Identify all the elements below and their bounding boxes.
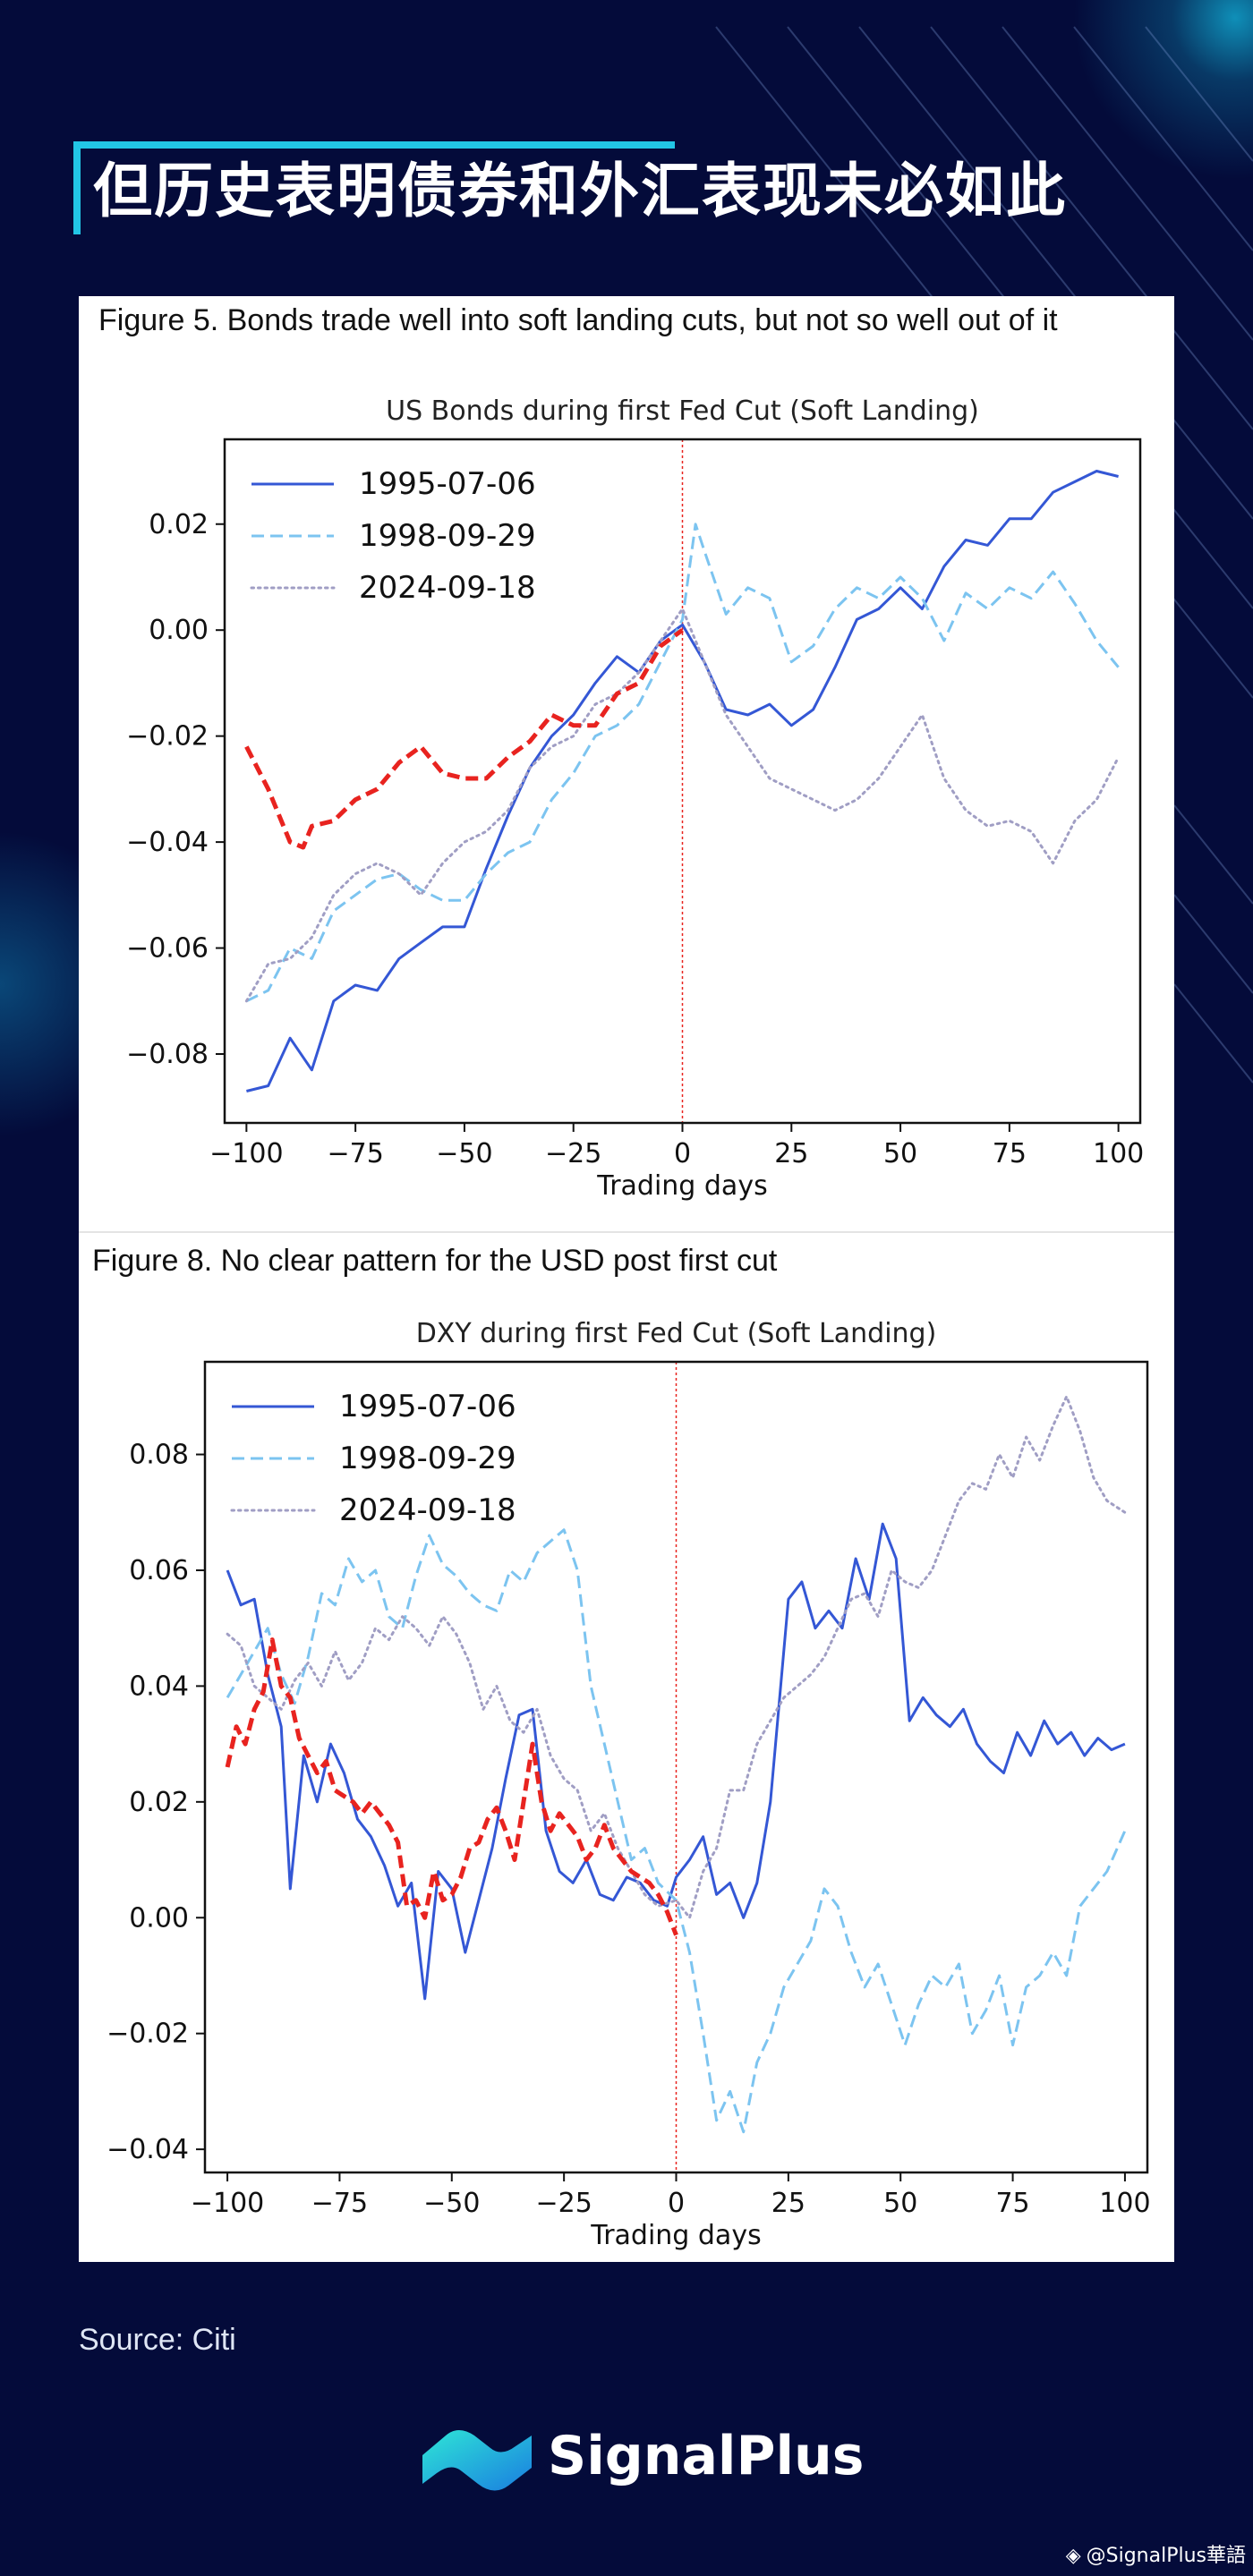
y-tick-label: 0.02 [149, 509, 209, 540]
legend-label-0: 1995-07-06 [359, 466, 536, 502]
legend-label-0: 1995-07-06 [339, 1389, 516, 1424]
panel-divider [79, 1231, 1174, 1233]
signalplus-logo-icon [422, 2430, 532, 2491]
brand-name: SignalPlus [548, 2425, 865, 2487]
x-tick-label: −75 [327, 1138, 383, 1169]
y-tick-label: −0.02 [107, 2019, 189, 2050]
legend-label-2: 2024-09-18 [359, 570, 536, 606]
x-tick-label: 100 [1099, 2188, 1150, 2219]
y-tick-label: −0.04 [107, 2134, 189, 2165]
title-accent-bar [73, 141, 675, 149]
y-tick-label: 0.00 [149, 615, 209, 646]
figure-5-caption: Figure 5. Bonds trade well into soft lan… [98, 303, 1058, 337]
y-tick-label: −0.02 [126, 721, 209, 752]
x-tick-label: 0 [668, 2188, 685, 2219]
y-tick-label: −0.04 [126, 827, 209, 858]
watermark: ◈ @SignalPlus華語 [1066, 2539, 1246, 2568]
figure-5-panel: Figure 5. Bonds trade well into soft lan… [79, 296, 1174, 1231]
series-line-2 [244, 608, 1121, 1003]
page-title: 但历史表明债券和外汇表现未必如此 [93, 157, 1067, 225]
series-line-1 [245, 523, 1120, 1003]
brand-block: SignalPlus [419, 2416, 864, 2496]
bonds-chart: US Bonds during first Fed Cut (Soft Land… [126, 395, 1144, 1202]
series-line-0 [226, 1522, 1126, 2001]
y-tick-label: −0.08 [126, 1039, 209, 1070]
chart-title: DXY during first Fed Cut (Soft Landing) [416, 1318, 937, 1349]
series-line-1 [226, 1528, 1127, 2134]
x-tick-label: 25 [774, 1138, 808, 1169]
title-accent-left [73, 141, 81, 234]
chart-title: US Bonds during first Fed Cut (Soft Land… [386, 395, 979, 427]
y-tick-label: 0.08 [129, 1440, 189, 1471]
x-tick-label: 0 [674, 1138, 691, 1169]
y-tick-label: 0.02 [129, 1787, 189, 1818]
series-line-2 [226, 1395, 1127, 1919]
figure-8-panel: Figure 8. No clear pattern for the USD p… [79, 1233, 1174, 2262]
y-tick-label: 0.06 [129, 1555, 189, 1586]
series-line-3 [244, 628, 684, 850]
x-tick-label: 75 [993, 1138, 1027, 1169]
y-tick-label: 0.00 [129, 1902, 189, 1934]
x-tick-label: −100 [191, 2188, 264, 2219]
x-tick-label: 100 [1093, 1138, 1144, 1169]
x-axis-label: Trading days [596, 1170, 767, 1202]
y-tick-label: 0.04 [129, 1671, 189, 1702]
x-tick-label: −100 [209, 1138, 283, 1169]
series-line-0 [246, 470, 1119, 1092]
y-tick-label: −0.06 [126, 933, 209, 965]
x-tick-label: 50 [883, 2188, 917, 2219]
legend-label-1: 1998-09-29 [359, 518, 536, 554]
x-tick-label: −50 [423, 2188, 480, 2219]
x-axis-label: Trading days [590, 2220, 761, 2251]
dxy-chart: DXY during first Fed Cut (Soft Landing) −… [107, 1318, 1150, 2251]
binance-diamond-icon: ◈ [1065, 2545, 1081, 2567]
watermark-text: @SignalPlus華語 [1086, 2545, 1246, 2567]
x-tick-label: 25 [771, 2188, 806, 2219]
x-tick-label: 75 [995, 2188, 1029, 2219]
source-note: Source: Citi [79, 2323, 236, 2357]
legend-label-2: 2024-09-18 [339, 1492, 516, 1528]
figure-8-caption: Figure 8. No clear pattern for the USD p… [92, 1244, 778, 1278]
x-tick-label: −25 [545, 1138, 601, 1169]
series-line-3 [225, 1637, 678, 1936]
x-tick-label: 50 [883, 1138, 917, 1169]
x-tick-label: −50 [436, 1138, 492, 1169]
x-tick-label: −75 [311, 2188, 368, 2219]
x-tick-label: −25 [535, 2188, 592, 2219]
legend-label-1: 1998-09-29 [339, 1441, 516, 1476]
